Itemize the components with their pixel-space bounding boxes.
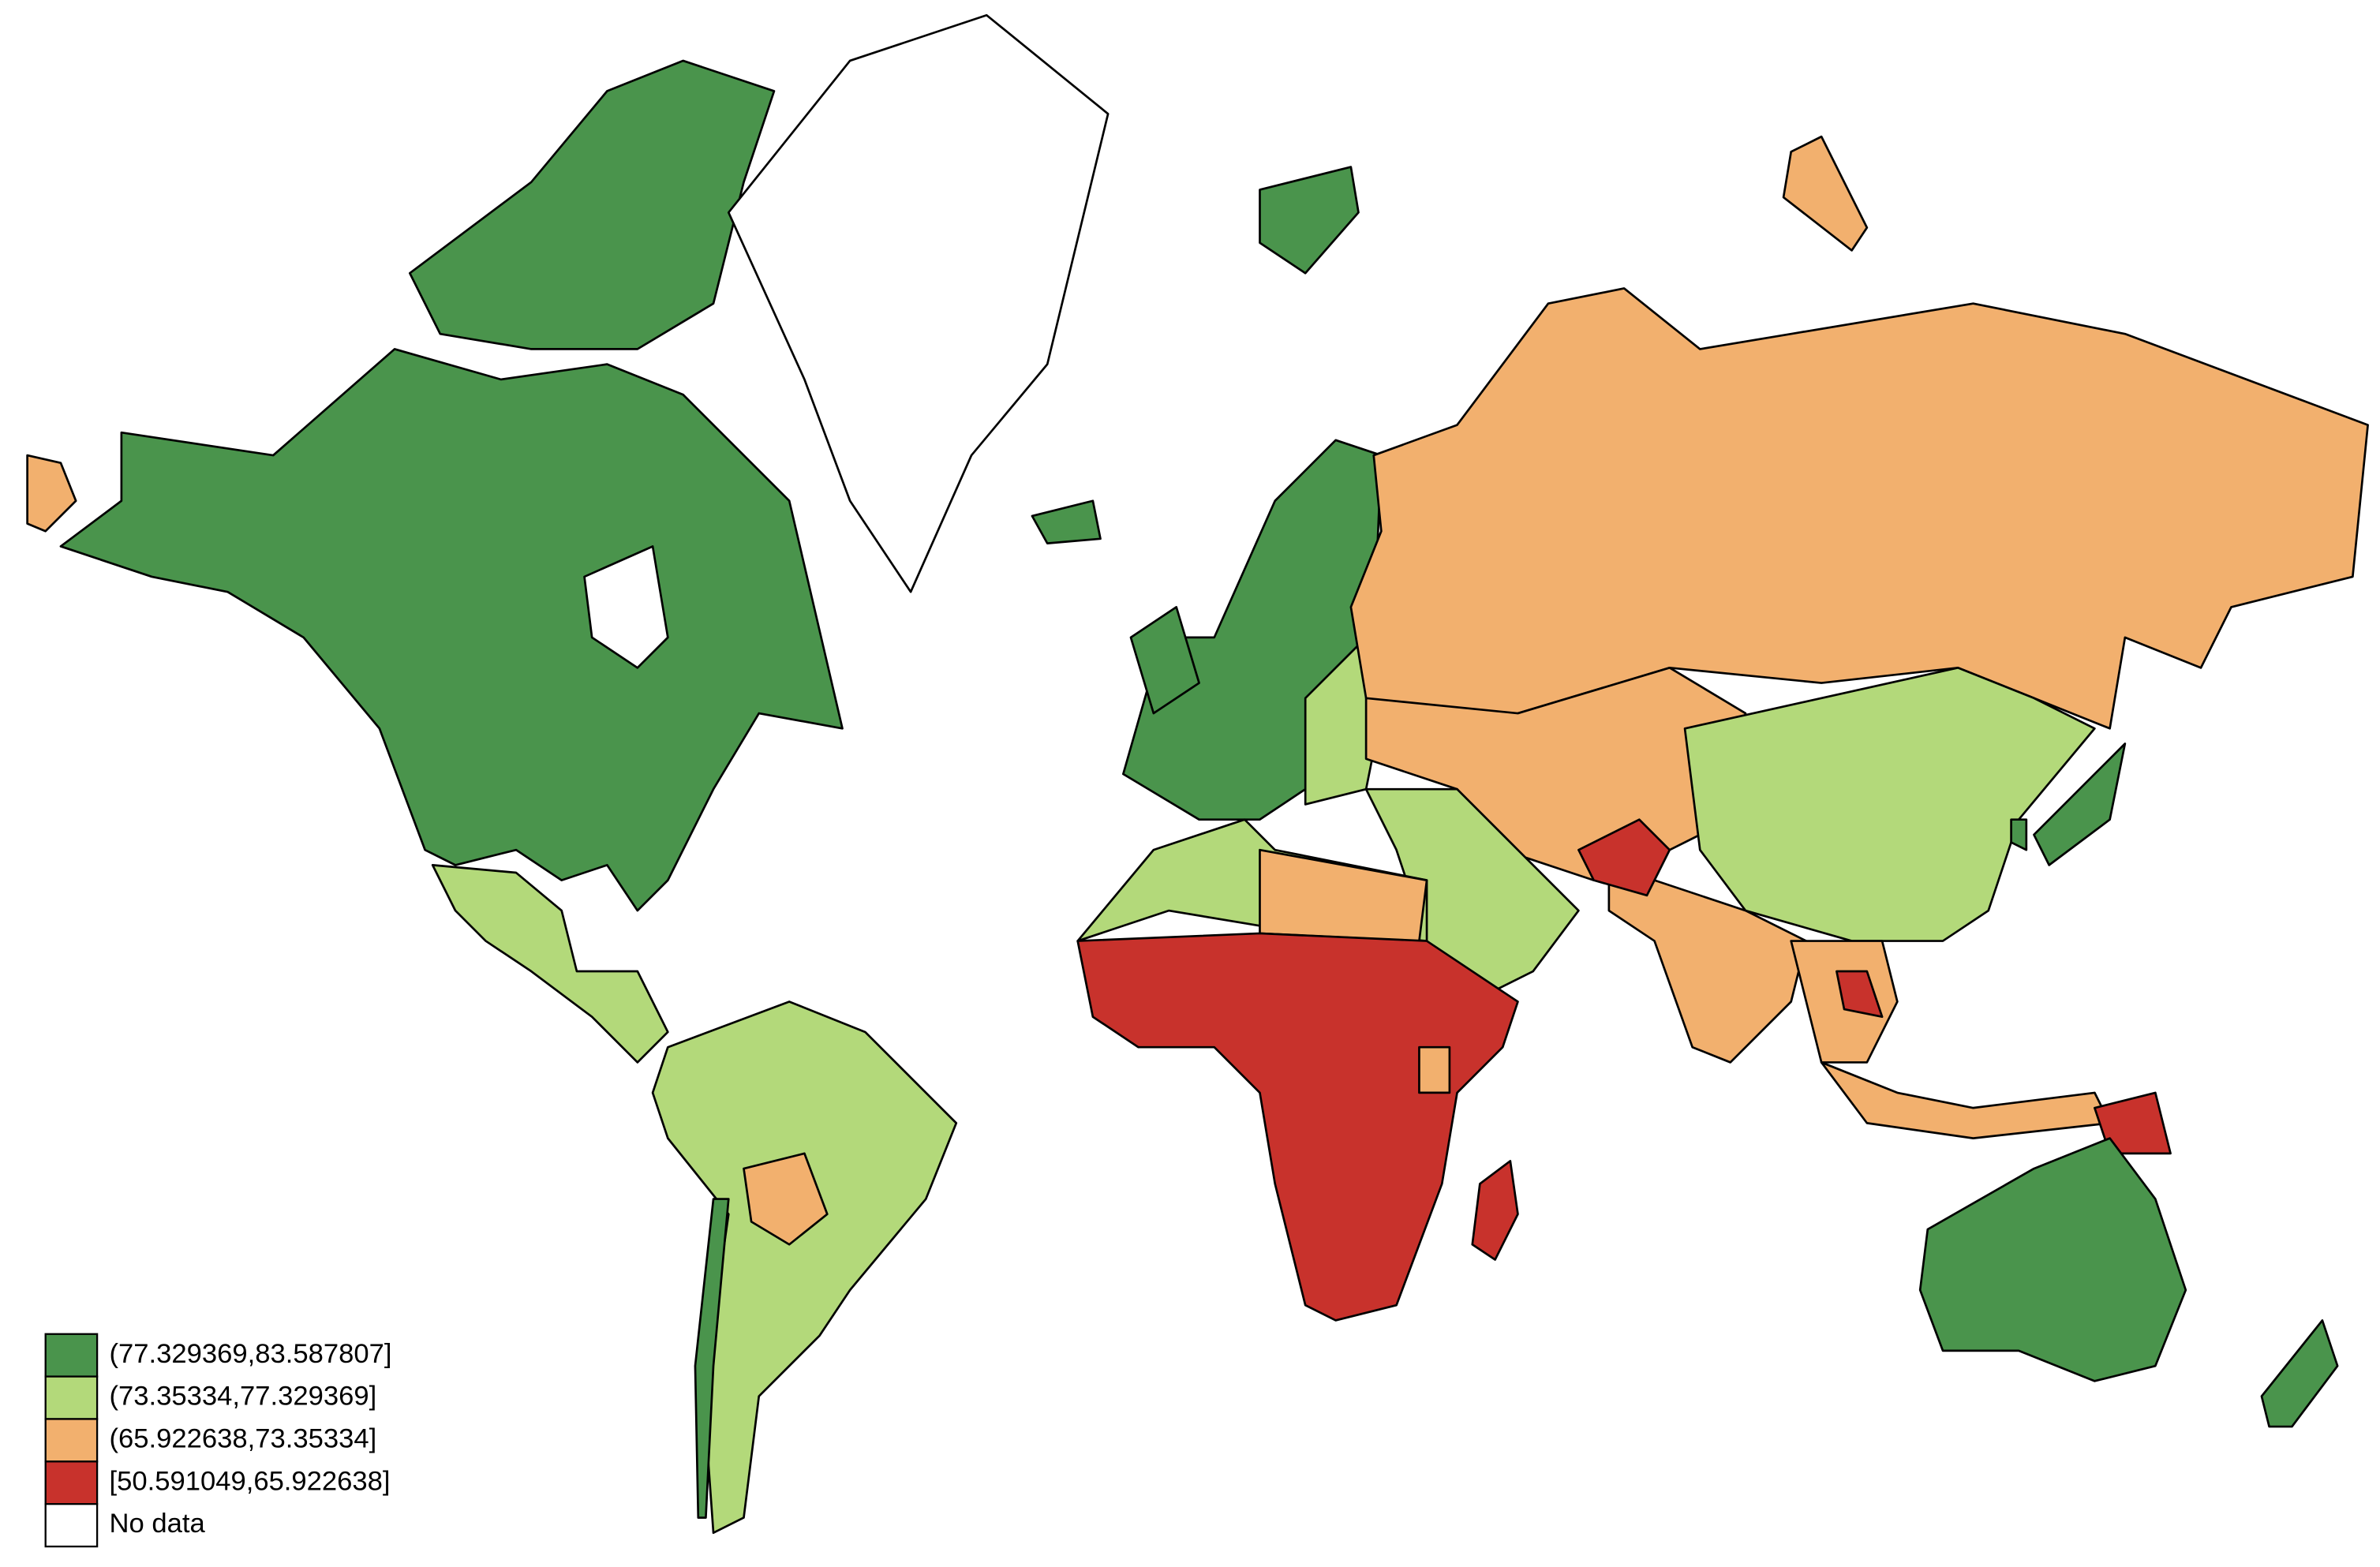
iceland xyxy=(1031,499,1102,544)
greenland xyxy=(727,13,1110,593)
afghanistan xyxy=(1577,818,1671,897)
papua-new-guinea xyxy=(2094,1091,2172,1155)
legend-swatch xyxy=(44,1503,99,1548)
central-america xyxy=(431,864,669,1064)
kenya xyxy=(1418,1045,1451,1094)
legend-swatch xyxy=(44,1333,99,1378)
legend-swatch xyxy=(44,1460,99,1505)
legend: (77.329369,83.587807] (73.35334,77.329369… xyxy=(44,1333,391,1548)
indonesia xyxy=(1820,1061,2111,1139)
novaya-zemlya xyxy=(1782,135,1869,252)
legend-label: No data xyxy=(109,1509,205,1539)
south-america xyxy=(651,1000,958,1535)
legend-label: (65.922638,73.35334] xyxy=(109,1424,376,1454)
legend-label: (77.329369,83.587807] xyxy=(109,1339,391,1369)
korea xyxy=(2010,818,2028,851)
legend-swatch xyxy=(44,1375,99,1420)
new-zealand xyxy=(2260,1319,2339,1428)
hudson-bay xyxy=(583,545,669,669)
madagascar xyxy=(1471,1160,1519,1261)
laos xyxy=(1836,970,1884,1019)
britain xyxy=(1129,606,1200,715)
south-asia xyxy=(1607,864,1808,1064)
australia xyxy=(1918,1137,2187,1382)
japan xyxy=(2033,742,2127,866)
svalbard xyxy=(1259,166,1360,275)
legend-label: (73.35334,77.329369] xyxy=(109,1382,376,1412)
bolivia xyxy=(743,1152,829,1246)
sub-saharan-africa xyxy=(1076,932,1519,1322)
legend-swatch xyxy=(44,1418,99,1463)
arctic-islands xyxy=(408,59,776,350)
north-america xyxy=(59,348,844,912)
alaska-islands xyxy=(26,454,77,533)
china xyxy=(1683,666,2096,942)
russia xyxy=(1349,287,2369,745)
chile xyxy=(694,1198,730,1519)
regions xyxy=(26,13,2369,1535)
legend-label: [50.591049,65.922638] xyxy=(109,1466,390,1496)
